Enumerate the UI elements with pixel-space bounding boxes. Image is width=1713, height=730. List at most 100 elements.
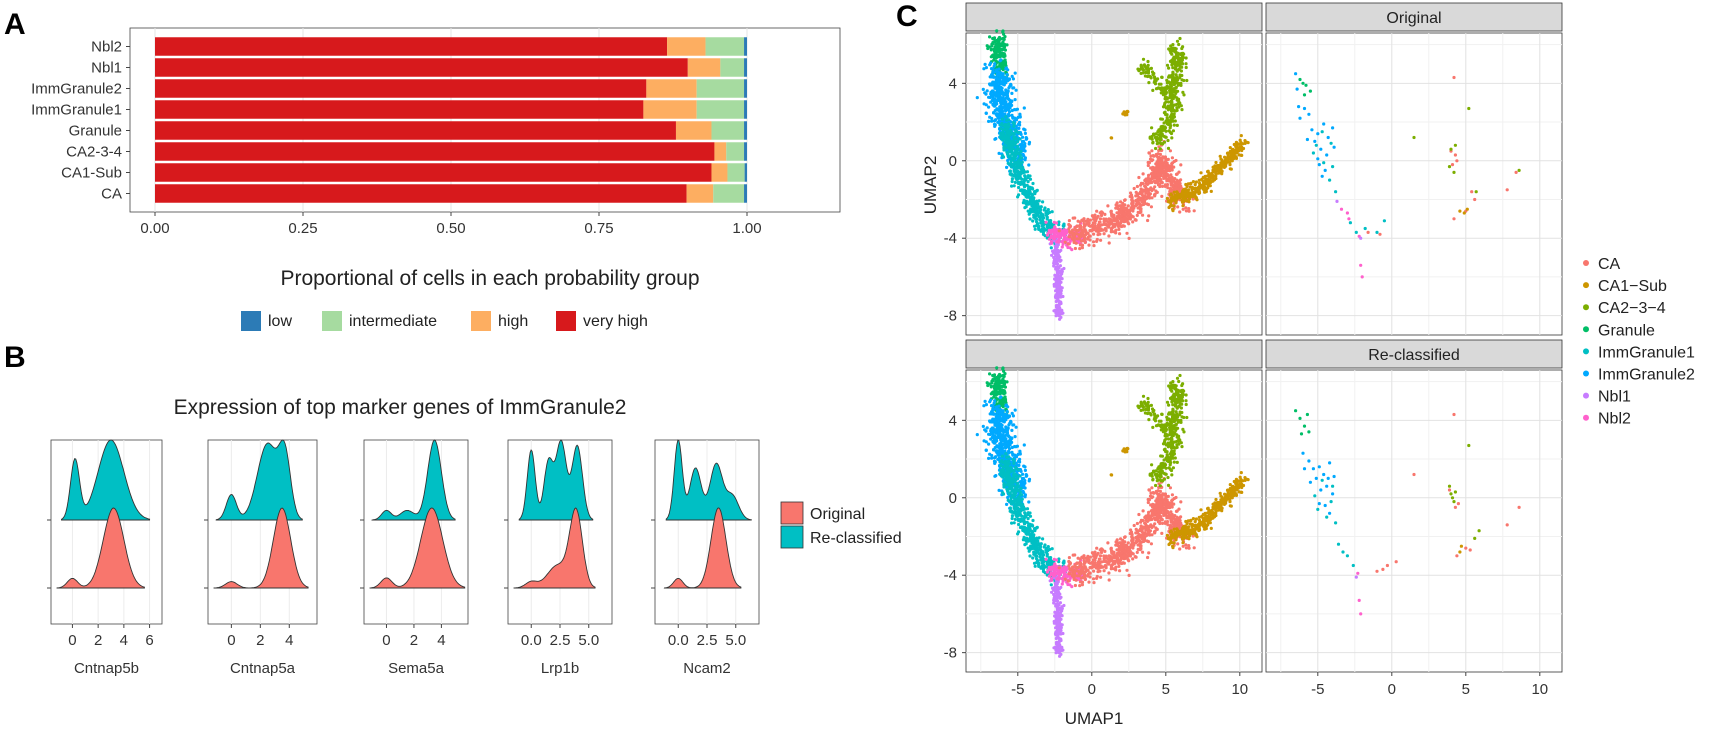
point-ca1-sub [1210, 173, 1215, 177]
point-immgranule1 [1039, 228, 1043, 232]
point-immgranule2 [1005, 409, 1009, 414]
point-immgranule1 [1034, 541, 1038, 545]
point-granule [992, 48, 997, 52]
point-ca [1143, 178, 1147, 183]
point-immgranule2 [995, 79, 999, 83]
point-ca [1166, 164, 1171, 168]
point-immgranule1 [1314, 143, 1318, 147]
point-immgranule1 [1017, 511, 1021, 515]
point-immgranule1 [1022, 506, 1026, 510]
point-immgranule2 [1024, 474, 1028, 478]
point-ca2-3-4 [1447, 165, 1452, 169]
legend-label-low: low [268, 313, 292, 330]
point-ca1-sub [1208, 179, 1212, 183]
point-immgranule1 [1001, 155, 1006, 159]
point-immgranule2 [990, 116, 994, 121]
point-immgranule1 [1016, 166, 1020, 170]
point-immgranule1 [1013, 517, 1018, 522]
point-immgranule2 [1294, 72, 1298, 76]
point-granule [1003, 35, 1007, 39]
point-ca2-3-4 [1453, 143, 1457, 147]
point-immgranule2 [1023, 149, 1027, 153]
point-ca [1147, 161, 1151, 165]
point-immgranule1 [1013, 171, 1017, 175]
point-immgranule1 [1049, 246, 1053, 250]
point-immgranule1 [1011, 131, 1015, 135]
x-tick-label: 0.50 [436, 220, 465, 237]
point-immgranule1 [1022, 535, 1026, 540]
point-immgranule2 [994, 474, 998, 478]
point-nbl1 [1059, 645, 1064, 650]
gene-x-tick-label: 6 [145, 632, 153, 649]
point-nbl2 [1047, 237, 1051, 241]
point-immgranule1 [1009, 498, 1013, 503]
point-ca [1107, 220, 1111, 224]
point-ca2-3-4 [1139, 71, 1143, 75]
point-ca [1156, 152, 1160, 156]
point-immgranule1 [1017, 174, 1021, 178]
point-immgranule2 [1018, 450, 1022, 455]
point-immgranule2 [999, 419, 1003, 423]
point-granule [993, 54, 998, 59]
point-ca1-sub [1168, 193, 1173, 197]
point-immgranule2 [1305, 137, 1309, 142]
point-immgranule1 [1049, 583, 1053, 587]
point-immgranule2 [1010, 436, 1014, 441]
facet-strip-label: Original [1386, 10, 1441, 27]
point-ca [1119, 221, 1123, 225]
point-immgranule2 [1004, 109, 1008, 113]
point-immgranule2 [989, 82, 993, 86]
point-ca [1102, 232, 1106, 236]
point-ca [1166, 173, 1170, 178]
point-ca2-3-4 [1185, 78, 1189, 83]
point-ca [1078, 243, 1082, 247]
bar-ca-very-high [155, 184, 687, 203]
point-immgranule2 [987, 119, 991, 123]
point-immgranule1 [1037, 199, 1041, 203]
x-tick-label: 1.00 [732, 220, 761, 237]
point-ca1-sub [1211, 179, 1215, 183]
point-nbl1 [1057, 313, 1061, 317]
point-ca2-3-4 [1452, 170, 1456, 174]
point-granule [997, 382, 1001, 386]
point-nbl1 [1059, 276, 1063, 280]
point-immgranule2 [997, 67, 1001, 71]
point-ca2-3-4 [1412, 135, 1416, 140]
point-ca [1096, 229, 1100, 233]
point-ca1-sub [1235, 146, 1239, 150]
y-tick-label: -4 [944, 230, 957, 247]
point-ca1-sub [1203, 182, 1207, 186]
point-ca2-3-4 [1170, 95, 1174, 99]
point-immgranule1 [1031, 219, 1035, 223]
point-ca [1113, 219, 1117, 223]
point-granule [1000, 389, 1004, 393]
point-immgranule1 [1007, 122, 1011, 126]
point-ca [1138, 198, 1142, 202]
point-ca2-3-4 [1180, 56, 1184, 60]
point-granule [988, 35, 992, 39]
point-immgranule1 [1028, 177, 1033, 181]
point-ca2-3-4 [1474, 190, 1478, 194]
point-immgranule2 [1298, 116, 1302, 120]
point-immgranule1 [1013, 508, 1017, 512]
point-ca2-3-4 [1172, 123, 1176, 127]
point-ca1-sub [1239, 142, 1243, 146]
point-immgranule2 [990, 119, 994, 123]
point-granule [995, 375, 1000, 379]
point-granule [1001, 366, 1005, 370]
point-ca2-3-4 [1159, 126, 1163, 131]
bar-ca1-sub-intermediate [727, 163, 745, 182]
point-ca1-sub [1172, 190, 1176, 194]
point-nbl1 [1058, 654, 1062, 658]
point-immgranule2 [1302, 106, 1307, 111]
point-nbl2 [1059, 234, 1063, 238]
point-immgranule1 [1016, 468, 1020, 472]
point-ca [1134, 190, 1138, 194]
point-immgranule1 [1034, 217, 1038, 221]
gene-name-cntnap5a: Cntnap5a [230, 660, 296, 677]
point-immgranule1 [1010, 177, 1015, 181]
point-immgranule1 [1003, 465, 1007, 469]
facet-strip [965, 2, 1263, 32]
point-ca2-3-4 [1161, 142, 1165, 146]
